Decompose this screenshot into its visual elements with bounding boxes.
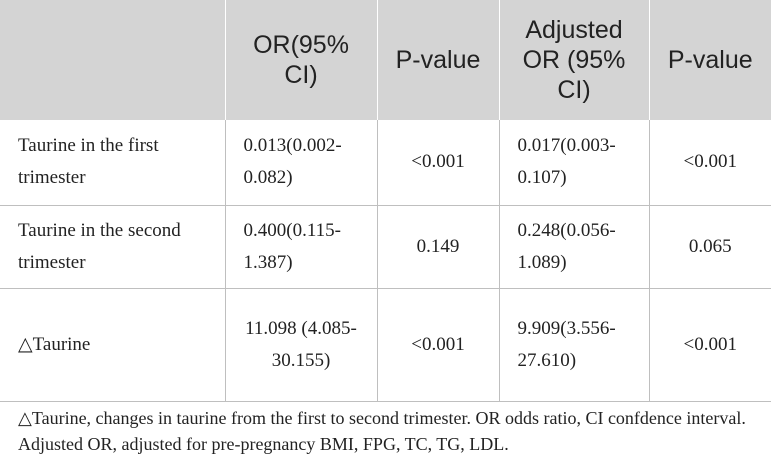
cell-adjusted-p-value: <0.001 [649, 120, 771, 206]
cell-adjusted-or-ci: 9.909(3.556-27.610) [499, 288, 650, 402]
header-adjusted-p-value: P-value [667, 46, 753, 74]
cell-adjusted-or-ci: 0.017(0.003-0.107) [499, 120, 650, 206]
results-table-container: OR(95% CI) P-value Adjusted OR (95% CI) … [0, 0, 771, 402]
cell-or-ci: 0.013(0.002-0.082) [225, 120, 378, 206]
cell-or-ci: 0.400(0.115-1.387) [225, 205, 378, 289]
row-label: △Taurine [0, 288, 226, 402]
header-or-ci: OR(95% CI) [225, 0, 378, 120]
cell-adjusted-p-value: 0.065 [649, 205, 771, 289]
cell-p-value: 0.149 [377, 205, 500, 289]
cell-adjusted-p-value: <0.001 [649, 288, 771, 402]
cell-adjusted-or-ci: 0.248(0.056-1.089) [499, 205, 650, 289]
table-header-row: OR(95% CI) P-value Adjusted OR (95% CI) … [0, 0, 771, 120]
header-p-value: P-value [377, 0, 500, 120]
header-adjusted-or-ci: Adjusted OR (95% CI) [499, 0, 650, 120]
row-label: Taurine in the first trimester [0, 120, 226, 206]
cell-or-ci: 11.098 (4.085-30.155) [225, 288, 378, 402]
table-row: Taurine in the first trimester 0.013(0.0… [0, 120, 771, 206]
results-table: OR(95% CI) P-value Adjusted OR (95% CI) … [0, 0, 771, 402]
table-row: Taurine in the second trimester 0.400(0.… [0, 205, 771, 289]
row-label: Taurine in the second trimester [0, 205, 226, 289]
table-footnote: △Taurine, changes in taurine from the fi… [18, 408, 746, 454]
cell-p-value: <0.001 [377, 288, 500, 402]
header-empty [0, 0, 226, 120]
cell-p-value: <0.001 [377, 120, 500, 206]
table-row: △Taurine 11.098 (4.085-30.155) <0.001 9.… [0, 288, 771, 402]
